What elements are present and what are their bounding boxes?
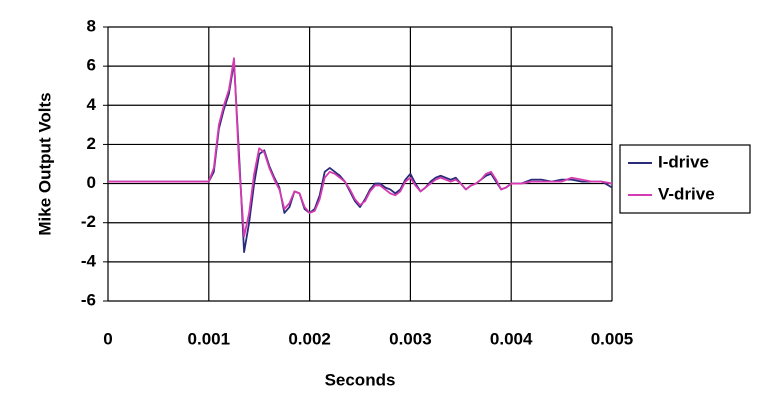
y-tick-label: -6 <box>81 290 96 309</box>
x-tick-label: 0.005 <box>591 329 634 348</box>
y-tick-label: 6 <box>87 56 96 75</box>
legend: I-drive V-drive <box>619 144 751 214</box>
y-tick-label: 0 <box>87 173 96 192</box>
x-tick-label: 0.004 <box>490 329 533 348</box>
legend-label: V-drive <box>658 184 715 203</box>
x-tick-label: 0.003 <box>389 329 432 348</box>
legend-box <box>619 144 751 214</box>
x-tick-label: 0 <box>103 329 112 348</box>
y-tick-label: -4 <box>81 251 97 270</box>
plot-area <box>107 26 613 302</box>
y-tick-label: 4 <box>87 95 97 114</box>
y-tick-label: 8 <box>87 16 96 35</box>
y-tick-label: -2 <box>81 212 96 231</box>
x-tick-label: 0.001 <box>188 329 231 348</box>
legend-label: I-drive <box>658 152 709 171</box>
y-axis-title: Mike Output Volts <box>35 92 54 235</box>
x-axis-title: Seconds <box>325 370 396 389</box>
series-line <box>108 57 613 238</box>
x-tick-label: 0.002 <box>288 329 331 348</box>
y-tick-label: 2 <box>87 134 96 153</box>
